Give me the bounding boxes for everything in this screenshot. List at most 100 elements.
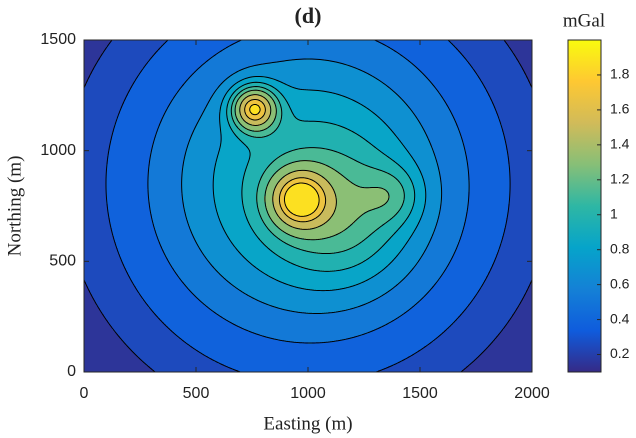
contour-band bbox=[192, 346, 425, 349]
contour-band bbox=[362, 70, 421, 73]
contour-band bbox=[382, 326, 451, 329]
contour-band bbox=[424, 252, 455, 255]
contour-band bbox=[432, 286, 483, 289]
contour-band bbox=[384, 268, 413, 271]
contour-band bbox=[84, 320, 109, 323]
contour-band bbox=[490, 344, 533, 347]
contour-band bbox=[214, 188, 243, 191]
contour-band bbox=[106, 180, 149, 183]
contour-band bbox=[94, 300, 145, 303]
contour-band bbox=[318, 192, 325, 195]
contour-band bbox=[314, 180, 329, 183]
contour-band bbox=[370, 256, 397, 259]
contour-band bbox=[158, 130, 195, 133]
contour-band bbox=[228, 236, 259, 239]
contour-band bbox=[336, 234, 371, 237]
contour-band bbox=[352, 266, 387, 269]
contour-band bbox=[276, 104, 281, 107]
contour-band bbox=[508, 216, 533, 219]
contour-band bbox=[426, 200, 443, 203]
contour-band bbox=[262, 116, 271, 119]
contour-band bbox=[310, 220, 329, 223]
contour-band bbox=[270, 218, 281, 221]
contour-band bbox=[102, 54, 155, 57]
contour-band bbox=[286, 174, 321, 177]
contour-band bbox=[284, 176, 323, 179]
contour-band bbox=[124, 264, 171, 267]
contour-band bbox=[282, 94, 341, 97]
contour-band bbox=[98, 306, 149, 309]
contour-band bbox=[84, 216, 109, 219]
contour-band bbox=[190, 136, 223, 139]
contour-band bbox=[362, 282, 401, 285]
contour-band bbox=[278, 90, 323, 93]
contour-band bbox=[236, 82, 251, 85]
contour-band bbox=[402, 206, 413, 209]
contour-band bbox=[478, 290, 527, 293]
contour-band bbox=[152, 222, 189, 225]
contour-band bbox=[442, 182, 471, 185]
contour-band bbox=[416, 352, 483, 355]
contour-band bbox=[426, 194, 443, 197]
contour-band bbox=[428, 292, 479, 295]
contour-band bbox=[378, 148, 407, 151]
contour-band bbox=[256, 192, 267, 195]
contour-band bbox=[242, 118, 251, 121]
contour-band bbox=[256, 196, 265, 199]
contour-band bbox=[186, 212, 219, 215]
contour-band bbox=[480, 288, 529, 291]
contour-band bbox=[136, 78, 189, 81]
contour-band bbox=[430, 342, 493, 345]
contour-band bbox=[494, 106, 533, 109]
contour-band bbox=[360, 216, 395, 219]
contour-band bbox=[236, 110, 241, 113]
contour-band bbox=[254, 230, 271, 233]
contour-band bbox=[116, 122, 161, 125]
contour-band bbox=[130, 90, 179, 93]
contour-band bbox=[164, 112, 203, 115]
contour-band bbox=[424, 208, 441, 211]
contour-band bbox=[144, 362, 219, 365]
contour-band bbox=[216, 88, 231, 91]
contour-band bbox=[260, 106, 267, 109]
contour-band bbox=[336, 204, 385, 207]
contour-band bbox=[228, 100, 235, 103]
contour-band bbox=[314, 188, 323, 191]
contour-band bbox=[390, 290, 431, 293]
contour-band bbox=[262, 176, 273, 179]
contour-band bbox=[288, 104, 363, 107]
contour-band bbox=[440, 176, 469, 179]
contour-band bbox=[84, 100, 125, 103]
contour-band bbox=[84, 120, 117, 123]
contour-band bbox=[396, 318, 459, 321]
contour-band bbox=[468, 194, 511, 197]
contour-band bbox=[200, 116, 221, 119]
contour-band bbox=[224, 48, 393, 51]
contour-band bbox=[214, 266, 257, 269]
contour-band bbox=[182, 182, 215, 185]
contour-band bbox=[238, 100, 243, 103]
contour-band bbox=[250, 154, 283, 157]
contour-band bbox=[314, 218, 331, 221]
contour-band bbox=[382, 270, 413, 273]
contour-band bbox=[84, 284, 87, 287]
contour-band bbox=[274, 192, 281, 195]
contour-band bbox=[230, 98, 235, 101]
contour-band bbox=[276, 116, 283, 119]
contour-band bbox=[250, 106, 261, 109]
contour-band bbox=[464, 368, 533, 371]
contour-band bbox=[284, 186, 291, 189]
contour-band bbox=[392, 174, 409, 177]
contour-band bbox=[484, 282, 531, 285]
contour-band bbox=[458, 126, 503, 129]
contour-band bbox=[84, 176, 107, 179]
contour-band bbox=[84, 310, 101, 313]
contour-band bbox=[406, 242, 431, 245]
contour-band bbox=[386, 324, 453, 327]
contour-band bbox=[106, 192, 149, 195]
contour-band bbox=[522, 300, 533, 303]
contour-band bbox=[420, 300, 473, 303]
contour-band bbox=[264, 196, 273, 199]
contour-band bbox=[408, 274, 443, 277]
contour-band bbox=[504, 234, 533, 237]
